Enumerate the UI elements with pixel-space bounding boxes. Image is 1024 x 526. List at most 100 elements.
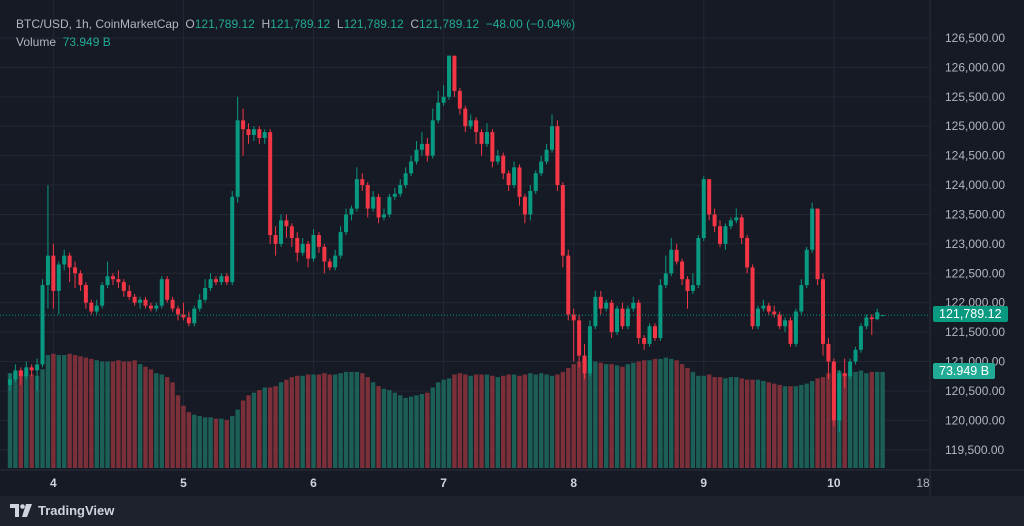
candle	[826, 338, 831, 380]
candle	[533, 170, 538, 194]
candle	[186, 311, 191, 327]
candle	[381, 208, 386, 221]
candle-body	[284, 220, 289, 227]
candlestick-chart[interactable]: 126,500.00 126,000.00 125,500.00 125,000.00…	[0, 0, 1024, 496]
candle	[452, 55, 457, 97]
candle-body	[148, 305, 153, 309]
tradingview-logo[interactable]: TradingView	[10, 503, 114, 518]
chart-area[interactable]: 126,500.00 126,000.00 125,500.00 125,000.00…	[0, 0, 1024, 496]
candle-body	[45, 255, 50, 286]
price-axis-label: 120,500.00	[945, 384, 1005, 398]
candle-body	[376, 196, 381, 218]
candle	[327, 258, 332, 271]
candle-body	[815, 208, 820, 280]
candle-body	[761, 305, 766, 309]
time-axis-label: 7	[440, 476, 447, 490]
candle	[425, 138, 430, 162]
candle	[241, 108, 246, 156]
time-axis-label: 8	[570, 476, 577, 490]
candle-body	[858, 326, 863, 350]
volume-bar	[430, 387, 435, 468]
candle-body	[381, 214, 386, 218]
candle-body	[403, 173, 408, 186]
candle	[230, 190, 235, 286]
candle	[788, 317, 793, 347]
volume-bar	[235, 409, 240, 468]
volume-bar	[13, 371, 18, 468]
volume-bar	[164, 377, 170, 468]
candle	[858, 323, 863, 353]
volume-bar	[631, 362, 636, 468]
candle-body	[257, 129, 262, 138]
candle	[132, 293, 137, 306]
candle	[680, 258, 685, 286]
candle	[224, 273, 229, 286]
ohlc-legend-row: BTC/USD, 1h, CoinMarketCap O121,789.12 H…	[16, 15, 575, 33]
candle	[73, 261, 78, 288]
volume-bar	[7, 373, 13, 468]
volume-bar	[468, 375, 473, 468]
candle-body	[121, 282, 126, 291]
volume-bar	[446, 378, 452, 468]
candle	[246, 123, 251, 144]
volume-bar	[647, 360, 652, 468]
candle-body	[279, 220, 283, 244]
candle-body	[788, 320, 793, 344]
high-value: 121,789.12	[270, 17, 331, 31]
candle	[810, 202, 815, 253]
volume-bar	[620, 366, 625, 468]
volume-bar	[636, 361, 641, 468]
symbol-title[interactable]: BTC/USD, 1h, CoinMarketCap	[16, 17, 179, 31]
volume-bar	[706, 374, 712, 468]
volume-bar	[300, 375, 305, 468]
volume-bar	[734, 377, 739, 468]
volume-bar	[566, 368, 571, 468]
volume-bar	[679, 364, 685, 468]
volume-bar	[322, 373, 327, 468]
volume-bar	[820, 377, 826, 468]
candle-body	[506, 173, 511, 186]
candle	[213, 276, 218, 286]
volume-bar	[750, 379, 755, 468]
candle	[777, 311, 782, 330]
volume-bar	[387, 390, 392, 468]
volume-bar	[880, 371, 885, 468]
volume-bar	[809, 380, 815, 468]
candle-body	[29, 367, 34, 371]
candle-body	[306, 243, 311, 259]
candle	[620, 302, 625, 330]
volume-bar	[143, 366, 148, 468]
volume-bar	[392, 392, 398, 468]
candle-body	[799, 285, 804, 312]
candle-body	[398, 185, 403, 194]
candle-body	[587, 326, 592, 374]
volume-bar	[799, 384, 804, 468]
volume-bar	[219, 418, 224, 468]
volume-bar	[744, 379, 750, 468]
candle-body	[344, 214, 349, 233]
candle-body	[203, 288, 208, 300]
volume-bar	[148, 369, 154, 468]
candle	[29, 364, 34, 377]
volume-bar	[338, 373, 343, 468]
volume-bar	[555, 374, 560, 468]
candle	[474, 117, 479, 144]
candle-body	[869, 317, 874, 320]
candle	[864, 314, 869, 330]
candle-body	[821, 279, 825, 344]
candle	[539, 155, 544, 177]
candle	[512, 161, 517, 188]
candle	[279, 214, 283, 247]
volume-label[interactable]: Volume	[16, 35, 57, 49]
volume-bar	[192, 414, 197, 468]
volume-bar	[267, 387, 273, 468]
candle	[723, 223, 728, 250]
candle-body	[539, 161, 544, 174]
candle-body	[734, 217, 739, 221]
candle	[766, 302, 771, 315]
candle-body	[723, 226, 728, 244]
candle	[506, 170, 511, 191]
open-label: O	[185, 17, 195, 31]
candle-body	[517, 167, 522, 197]
candle-body	[669, 249, 674, 274]
